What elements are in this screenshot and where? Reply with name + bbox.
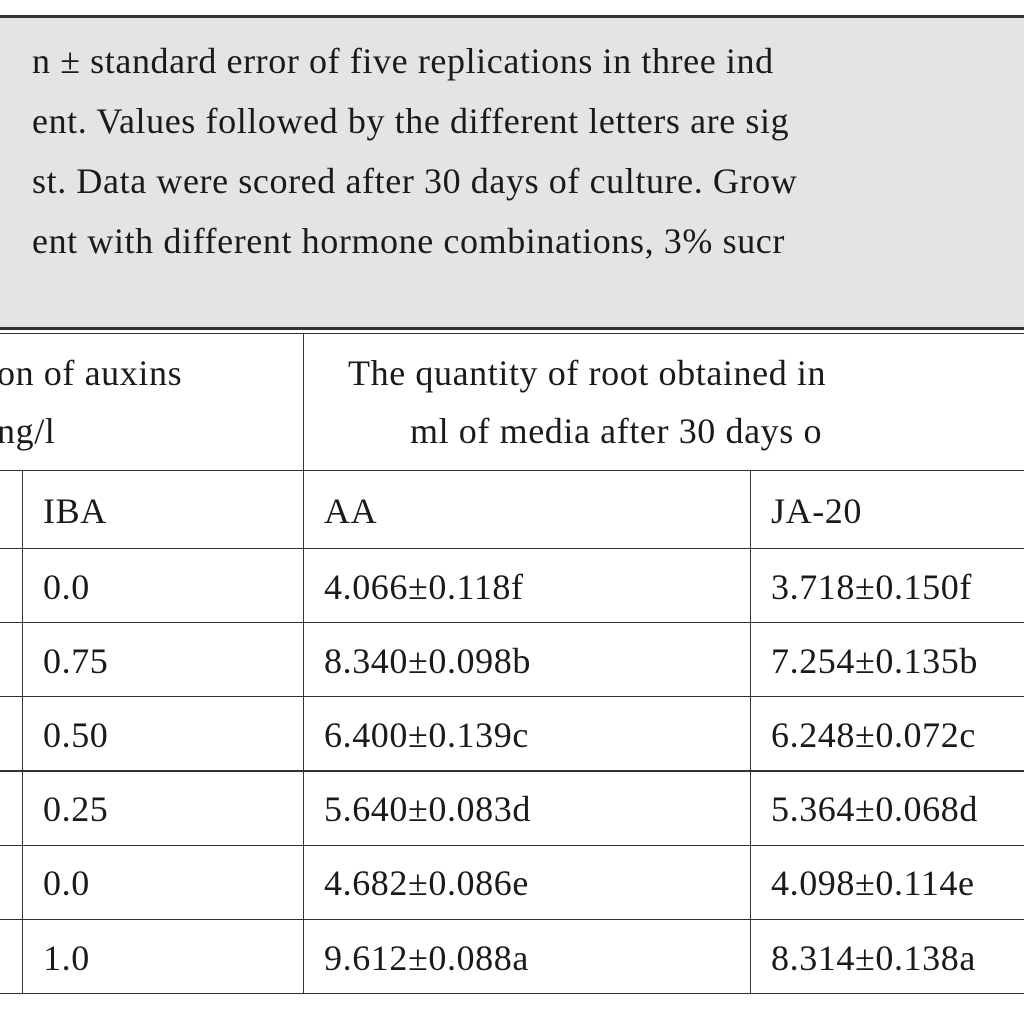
data-cell-text: 4.682±0.086e (324, 863, 529, 904)
data-cell-text: 5.364±0.068d (771, 789, 978, 830)
data-cell: 0.75 (22, 622, 304, 698)
data-cell: 9.612±0.088a (303, 919, 751, 994)
empty-cell (0, 470, 23, 549)
data-cell: 5.364±0.068d (750, 770, 1024, 846)
column-header: IBA (22, 470, 304, 549)
data-cell: 6.400±0.139c (303, 696, 751, 772)
column-header-text: IBA (43, 490, 107, 531)
empty-cell (0, 548, 23, 623)
data-cell: 0.0 (22, 548, 304, 623)
data-cell: 8.340±0.098b (303, 622, 751, 698)
data-cell: 7.254±0.135b (750, 622, 1024, 698)
header-text: ml of media after 30 days o (410, 411, 823, 451)
column-header-text: AA (324, 490, 378, 531)
data-cell-text: 0.25 (43, 789, 109, 830)
empty-cell (0, 696, 23, 772)
data-cell-text: 0.0 (43, 566, 90, 607)
data-cell: 0.0 (22, 844, 304, 920)
data-cell-text: 6.400±0.139c (324, 714, 529, 755)
empty-cell (0, 622, 23, 698)
data-cell-text: 1.0 (43, 937, 90, 978)
caption-line: st. Data were scored after 30 days of cu… (32, 161, 798, 201)
data-cell: 1.0 (22, 919, 304, 994)
data-cell-text: 7.254±0.135b (771, 640, 978, 681)
header-text: ng/l (0, 411, 56, 451)
header-cell: on of auxins ng/l (0, 333, 304, 471)
data-cell: 8.314±0.138a (750, 919, 1024, 994)
caption-line: n ± standard error of five replications … (32, 41, 774, 81)
data-cell-text: 6.248±0.072c (771, 714, 976, 755)
caption: n ± standard error of five replications … (0, 15, 1024, 330)
column-header-text: JA-20 (771, 490, 862, 531)
data-cell: 5.640±0.083d (303, 770, 751, 846)
data-cell-text: 5.640±0.083d (324, 789, 531, 830)
empty-cell (0, 919, 23, 994)
empty-cell (0, 770, 23, 846)
column-header: AA (303, 470, 751, 549)
header-text: The quantity of root obtained in (348, 353, 827, 393)
data-cell-text: 0.75 (43, 640, 109, 681)
data-cell-text: 9.612±0.088a (324, 937, 529, 978)
header-cell: The quantity of root obtained in ml of me… (303, 333, 1024, 471)
data-cell-text: 0.0 (43, 863, 90, 904)
data-cell-text: 4.066±0.118f (324, 566, 524, 607)
caption-line: ent. Values followed by the different le… (32, 101, 790, 141)
data-cell: 4.066±0.118f (303, 548, 751, 623)
caption-line: ent with different hormone combinations,… (32, 221, 785, 261)
data-cell: 4.682±0.086e (303, 844, 751, 920)
data-cell-text: 0.50 (43, 714, 109, 755)
data-cell-text: 4.098±0.114e (771, 863, 975, 904)
data-cell: 4.098±0.114e (750, 844, 1024, 920)
data-cell-text: 8.314±0.138a (771, 937, 976, 978)
data-cell-text: 8.340±0.098b (324, 640, 531, 681)
data-cell: 0.50 (22, 696, 304, 772)
data-cell: 0.25 (22, 770, 304, 846)
data-cell: 3.718±0.150f (750, 548, 1024, 623)
empty-cell (0, 844, 23, 920)
data-cell-text: 3.718±0.150f (771, 566, 972, 607)
header-text: on of auxins (0, 353, 183, 393)
data-cell: 6.248±0.072c (750, 696, 1024, 772)
column-header: JA-20 (750, 470, 1024, 549)
